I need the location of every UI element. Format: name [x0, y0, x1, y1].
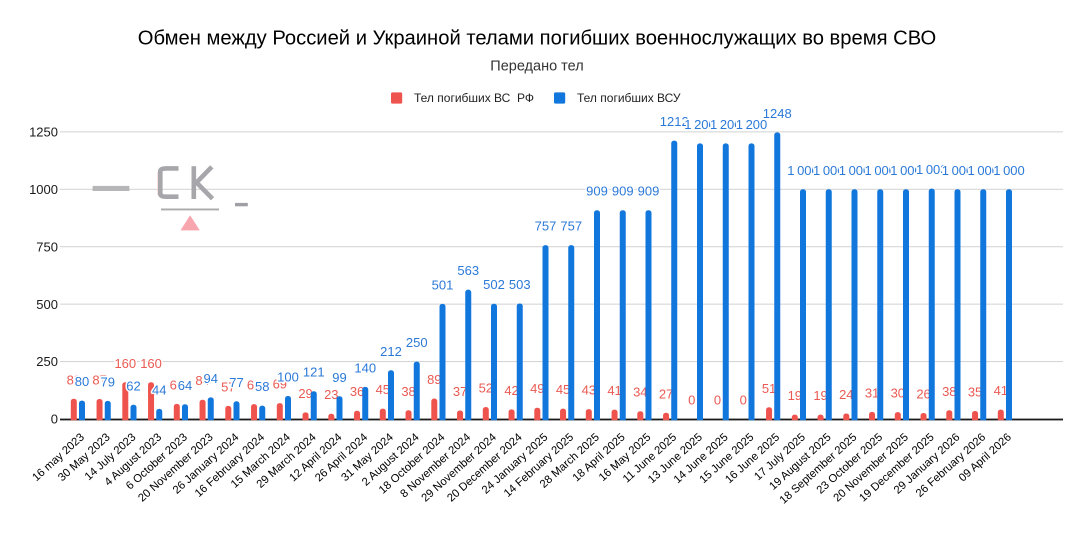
svg-text:1 000: 1 000	[813, 163, 845, 178]
svg-text:757: 757	[560, 219, 582, 234]
svg-text:909: 909	[638, 184, 660, 199]
svg-text:19: 19	[788, 388, 802, 403]
svg-text:45: 45	[556, 382, 570, 397]
svg-text:1212: 1212	[660, 114, 689, 129]
svg-text:Обмен между Россией и Украиной: Обмен между Россией и Украиной телами по…	[138, 27, 936, 49]
svg-text:51: 51	[762, 381, 776, 396]
svg-text:41: 41	[607, 383, 621, 398]
svg-text:1000: 1000	[29, 182, 58, 197]
svg-text:1 200: 1 200	[710, 117, 742, 132]
svg-text:121: 121	[303, 365, 325, 380]
svg-text:1250: 1250	[29, 124, 58, 139]
svg-text:84: 84	[195, 373, 209, 388]
svg-text:26: 26	[916, 387, 930, 402]
svg-text:38: 38	[942, 384, 956, 399]
svg-text:1 000: 1 000	[967, 163, 999, 178]
svg-text:909: 909	[612, 184, 634, 199]
svg-text:43: 43	[582, 383, 596, 398]
svg-text:36: 36	[350, 384, 364, 399]
svg-text:52: 52	[479, 381, 493, 396]
svg-text:1 200: 1 200	[736, 117, 768, 132]
svg-text:49: 49	[530, 381, 544, 396]
svg-text:563: 563	[457, 263, 479, 278]
svg-text:1 000: 1 000	[993, 163, 1025, 178]
svg-text:1 003: 1 003	[916, 162, 948, 177]
svg-text:909: 909	[586, 184, 608, 199]
svg-text:31: 31	[865, 385, 879, 400]
svg-text:160: 160	[140, 356, 162, 371]
svg-text:100: 100	[277, 370, 299, 385]
svg-text:30: 30	[891, 386, 905, 401]
svg-text:1248: 1248	[763, 106, 792, 121]
svg-text:62: 62	[126, 378, 140, 393]
svg-text:24: 24	[839, 387, 853, 402]
svg-text:87: 87	[92, 373, 106, 388]
svg-text:80: 80	[75, 374, 89, 389]
svg-text:1 000: 1 000	[890, 163, 922, 178]
svg-text:19: 19	[813, 388, 827, 403]
svg-text:750: 750	[36, 239, 58, 254]
svg-text:757: 757	[535, 219, 557, 234]
svg-text:65: 65	[247, 378, 261, 393]
svg-text:1 000: 1 000	[787, 163, 819, 178]
svg-text:250: 250	[36, 354, 58, 369]
svg-text:34: 34	[633, 385, 647, 400]
svg-text:1 200: 1 200	[684, 117, 716, 132]
svg-text:44: 44	[152, 382, 166, 397]
svg-text:23: 23	[324, 387, 338, 402]
svg-text:41: 41	[994, 383, 1008, 398]
svg-text:501: 501	[432, 277, 454, 292]
svg-text:0: 0	[740, 393, 747, 408]
svg-text:212: 212	[380, 344, 402, 359]
svg-text:45: 45	[376, 382, 390, 397]
svg-text:66: 66	[170, 377, 184, 392]
svg-text:1 000: 1 000	[864, 163, 896, 178]
svg-text:64: 64	[178, 378, 192, 393]
svg-text:94: 94	[204, 371, 218, 386]
svg-text:69: 69	[273, 377, 287, 392]
svg-text:1 000: 1 000	[942, 163, 974, 178]
svg-text:140: 140	[354, 360, 376, 375]
svg-text:503: 503	[509, 277, 531, 292]
svg-text:79: 79	[101, 374, 115, 389]
svg-text:0: 0	[51, 412, 58, 427]
svg-text:27: 27	[659, 386, 673, 401]
svg-text:38: 38	[401, 384, 415, 399]
svg-text:Передано тел: Передано тел	[490, 59, 583, 75]
svg-text:1 000: 1 000	[839, 163, 871, 178]
svg-text:57: 57	[221, 379, 235, 394]
svg-text:99: 99	[332, 370, 346, 385]
svg-text:160: 160	[114, 356, 136, 371]
svg-text:42: 42	[504, 383, 518, 398]
svg-text:0: 0	[688, 393, 695, 408]
svg-text:35: 35	[968, 384, 982, 399]
svg-text:0: 0	[714, 393, 721, 408]
svg-text:29: 29	[298, 386, 312, 401]
svg-text:77: 77	[229, 375, 243, 390]
svg-text:500: 500	[36, 297, 58, 312]
svg-text:58: 58	[255, 379, 269, 394]
svg-text:88: 88	[67, 372, 81, 387]
svg-text:250: 250	[406, 335, 428, 350]
svg-text:Тел погибших ВСУ: Тел погибших ВСУ	[577, 91, 681, 105]
svg-text:Тел погибших ВС РФ: Тел погибших ВС РФ	[414, 91, 534, 105]
svg-text:502: 502	[483, 277, 505, 292]
svg-text:89: 89	[427, 372, 441, 387]
svg-text:37: 37	[453, 384, 467, 399]
